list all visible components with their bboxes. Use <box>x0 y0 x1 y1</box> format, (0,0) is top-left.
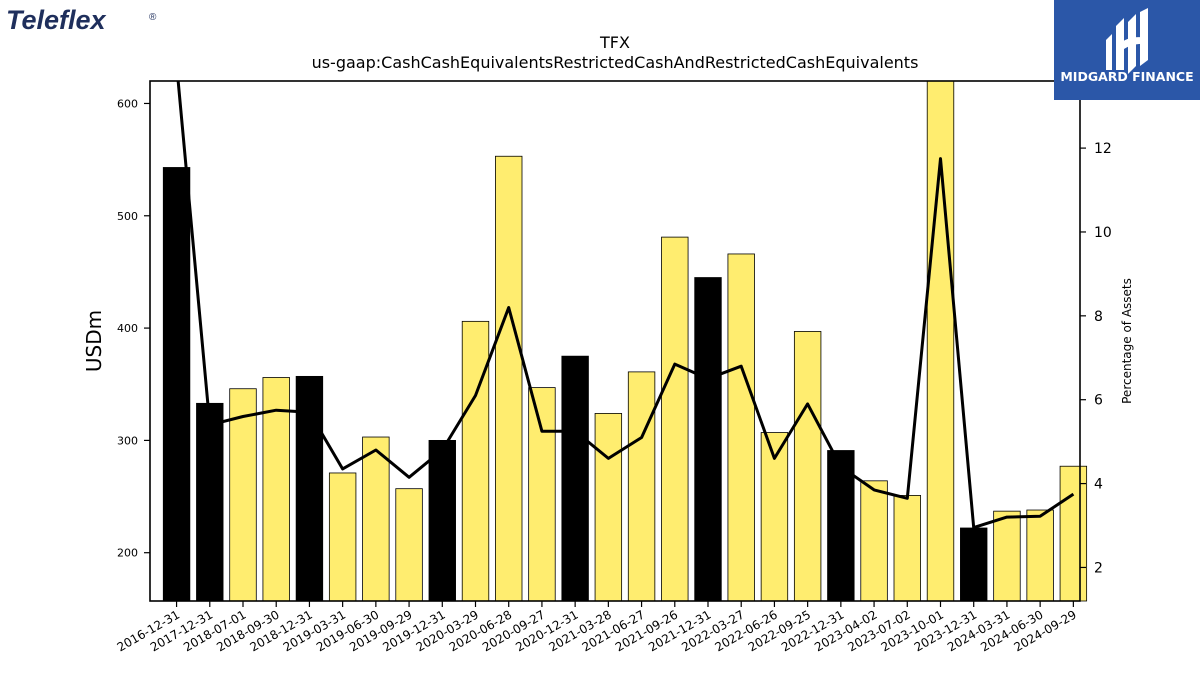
left-tick-label: 400 <box>117 322 138 335</box>
right-axis: 2 4 6 8 10 12 <box>1080 141 1112 576</box>
bar-2021-09-26 <box>661 236 689 602</box>
teleflex-logo: Teleflex ® <box>6 4 158 35</box>
right-tick-label: 10 <box>1094 225 1112 241</box>
bar-2024-06-30 <box>1026 509 1054 602</box>
teleflex-logo-text: Teleflex <box>6 5 107 34</box>
right-tick-label: 8 <box>1094 309 1103 325</box>
midgard-mark-icon <box>1106 8 1148 74</box>
bar-2019-12-31 <box>428 439 456 602</box>
teleflex-registered-mark: ® <box>149 12 157 23</box>
chart-subtitle: us-gaap:CashCashEquivalentsRestrictedCas… <box>312 53 919 72</box>
right-tick-label: 6 <box>1094 393 1103 409</box>
right-tick-label: 2 <box>1094 560 1103 576</box>
bar-2019-06-30 <box>362 436 390 602</box>
bar-2019-03-31 <box>328 472 357 602</box>
right-tick-label: 4 <box>1094 477 1103 493</box>
bar-2022-12-31 <box>827 450 855 602</box>
bar-2017-12-31 <box>196 402 224 602</box>
left-tick-label: 500 <box>117 210 138 223</box>
bar-2022-03-27 <box>727 253 755 602</box>
bar-2023-07-02 <box>893 495 921 602</box>
bar-2022-06-26 <box>760 432 789 602</box>
bar-2020-09-27 <box>528 387 556 602</box>
line-layer <box>176 81 1075 530</box>
left-tick-label: 200 <box>117 547 138 560</box>
bar-2021-06-27 <box>627 371 656 602</box>
right-tick-label: 12 <box>1094 141 1112 157</box>
percentage-of-assets-line <box>176 81 1075 530</box>
bar-2016-12-31 <box>162 167 191 602</box>
midgard-logo-text: MIDGARD FINANCE <box>1060 69 1193 84</box>
y-axis-label: USDm <box>82 310 106 372</box>
left-tick-label: 300 <box>117 434 138 447</box>
bar-2018-09-30 <box>262 377 290 602</box>
bar-2020-06-28 <box>495 155 523 602</box>
bar-2020-12-31 <box>561 355 589 602</box>
midgard-finance-logo: MIDGARD FINANCE <box>1054 0 1200 100</box>
bar-2021-03-28 <box>594 413 623 602</box>
bar-2022-09-25 <box>793 331 822 602</box>
bar-2018-12-31 <box>295 375 324 602</box>
bar-2021-12-31 <box>694 277 722 602</box>
left-tick-label: 600 <box>117 97 138 110</box>
bar-2019-09-29 <box>395 488 423 602</box>
bar-2023-04-02 <box>860 480 888 602</box>
bars-layer <box>162 80 1088 602</box>
chart-title: TFX <box>599 33 630 52</box>
x-axis: 2016-12-312017-12-312018-07-012018-09-30… <box>115 601 1079 654</box>
bar-2018-07-01 <box>229 388 257 602</box>
bar-2024-03-31 <box>993 510 1021 602</box>
plot-frame <box>149 80 1081 602</box>
bar-2024-09-29 <box>1059 465 1088 602</box>
left-axis: 200 300 400 500 600 <box>117 97 150 560</box>
bar-2023-12-31 <box>960 527 988 602</box>
y2-axis-label: Percentage of Assets <box>1120 278 1134 404</box>
bar-2020-03-29 <box>461 320 490 602</box>
